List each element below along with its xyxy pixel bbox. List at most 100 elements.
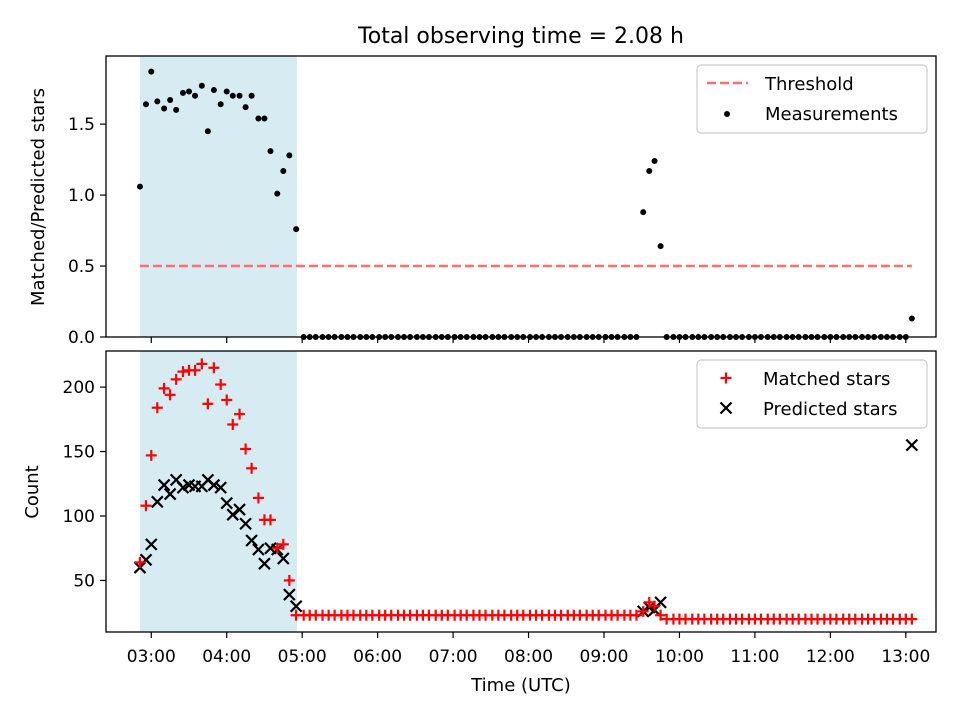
matched-star-point [240,443,252,455]
legend-matched-label: Matched stars [763,369,890,390]
x-tick-label: 04:00 [202,647,251,667]
measurement-point [186,88,192,95]
measurement-point [167,96,174,103]
predicted-star-point [905,438,919,452]
predicted-star-point [283,588,296,601]
matched-star-point [264,514,276,526]
legend-matched-swatch [720,372,732,384]
top-legend: Threshold Measurements [696,64,928,134]
matched-star-point [196,358,208,370]
matched-star-point [221,394,233,406]
bottom-x-ticks: 03:00 04:00 05:00 06:00 07:00 08:00 09:00 10:00… [127,632,930,667]
measurement-point [248,92,255,99]
x-tick-label: 12:00 [806,647,855,667]
x-tick-label: 07:00 [429,647,478,667]
measurement-point [217,101,224,108]
measurement-point [646,167,653,174]
x-tick-label: 09:00 [580,647,629,667]
measurement-point [908,315,915,322]
bottom-panel: 50 100 150 200 03:00 04:00 05:00 06:00 07:00 08:… [22,350,937,696]
x-tick-label: 11:00 [730,647,779,667]
predicted-star-point [226,508,240,521]
matched-star-point [227,418,239,430]
x-tick-label: 03:00 [127,647,176,667]
predicted-star-point [252,543,265,556]
y-tick-label: 150 [63,443,95,463]
bottom-x-axis-label: Time (UTC) [470,675,571,696]
measurement-point [657,243,664,250]
matched-star-point [189,364,201,376]
bottom-legend: Matched stars Predicted stars [696,359,928,429]
matched-star-point [177,366,189,378]
measurement-point [223,88,230,95]
predicted-star-point [239,517,252,531]
matched-star-point [655,609,667,621]
measurement-point [286,152,293,159]
top-shaded-region [139,56,297,337]
matched-star-point [906,613,918,625]
bottom-marks [133,358,919,625]
top-y-ticks: 0.0 0.5 1.0 1.5 [68,115,106,348]
top-x-ticks [150,337,907,343]
matched-star-point [246,462,258,474]
measurement-point [142,101,149,108]
bottom-y-axis-label: Count [22,465,43,518]
predicted-star-point [233,503,246,516]
measurement-point [161,105,168,112]
measurement-point [148,68,155,75]
measurement-point [136,183,143,190]
matched-star-point [208,362,220,374]
predicted-star-point [245,534,258,547]
matched-star-point [134,556,146,568]
measurement-point [179,89,186,96]
legend-measurements-label: Measurements [765,104,898,125]
x-tick-label: 06:00 [353,647,402,667]
y-tick-label: 0.5 [68,257,95,277]
measurement-point [204,128,211,135]
x-tick-label: 08:00 [504,647,553,667]
y-tick-label: 1.0 [68,186,95,206]
bottom-plot-frame [105,350,937,633]
bottom-legend-box [696,359,928,429]
predicted-star-point [220,496,234,510]
predicted-star-point [207,478,221,492]
measurement-point [229,92,236,99]
top-legend-box [696,64,928,134]
predicted-star-point [289,599,303,613]
matched-star-point [215,379,227,391]
matched-star-point [158,382,170,394]
measurement-point [173,106,180,113]
x-tick-label: 13:00 [881,647,930,667]
matched-star-point [164,389,176,401]
predicted-star-point [144,538,158,551]
y-tick-label: 1.5 [68,115,95,135]
measurement-point [154,98,161,105]
matched-star-point [145,449,157,461]
top-plot-frame [105,55,937,338]
legend-measurements-swatch [724,111,730,117]
matched-star-point [234,408,246,420]
measurement-point [267,148,274,155]
matched-star-point [649,600,661,612]
measurement-point [280,167,287,174]
predicted-star-point [157,478,171,492]
matched-star-point [202,398,214,410]
legend-predicted-swatch [719,401,733,415]
measurement-point [210,87,217,94]
top-panel: Total observing time = 2.08 h 0.0 0.5 1.0 1… [28,24,937,348]
matched-star-point [140,500,152,512]
legend-cross-marker [719,401,733,415]
measurement-point [640,209,647,216]
measurement-point [274,190,281,197]
matched-star-point [151,402,163,414]
y-tick-label: 100 [63,507,95,527]
matched-star-point [170,373,182,385]
predicted-star-point [151,495,164,509]
matched-star-point [271,542,283,554]
legend-predicted-label: Predicted stars [763,399,897,420]
measurement-point [242,104,249,111]
measurement-point [236,92,243,99]
matched-star-point [637,605,649,617]
y-tick-label: 200 [63,378,95,398]
